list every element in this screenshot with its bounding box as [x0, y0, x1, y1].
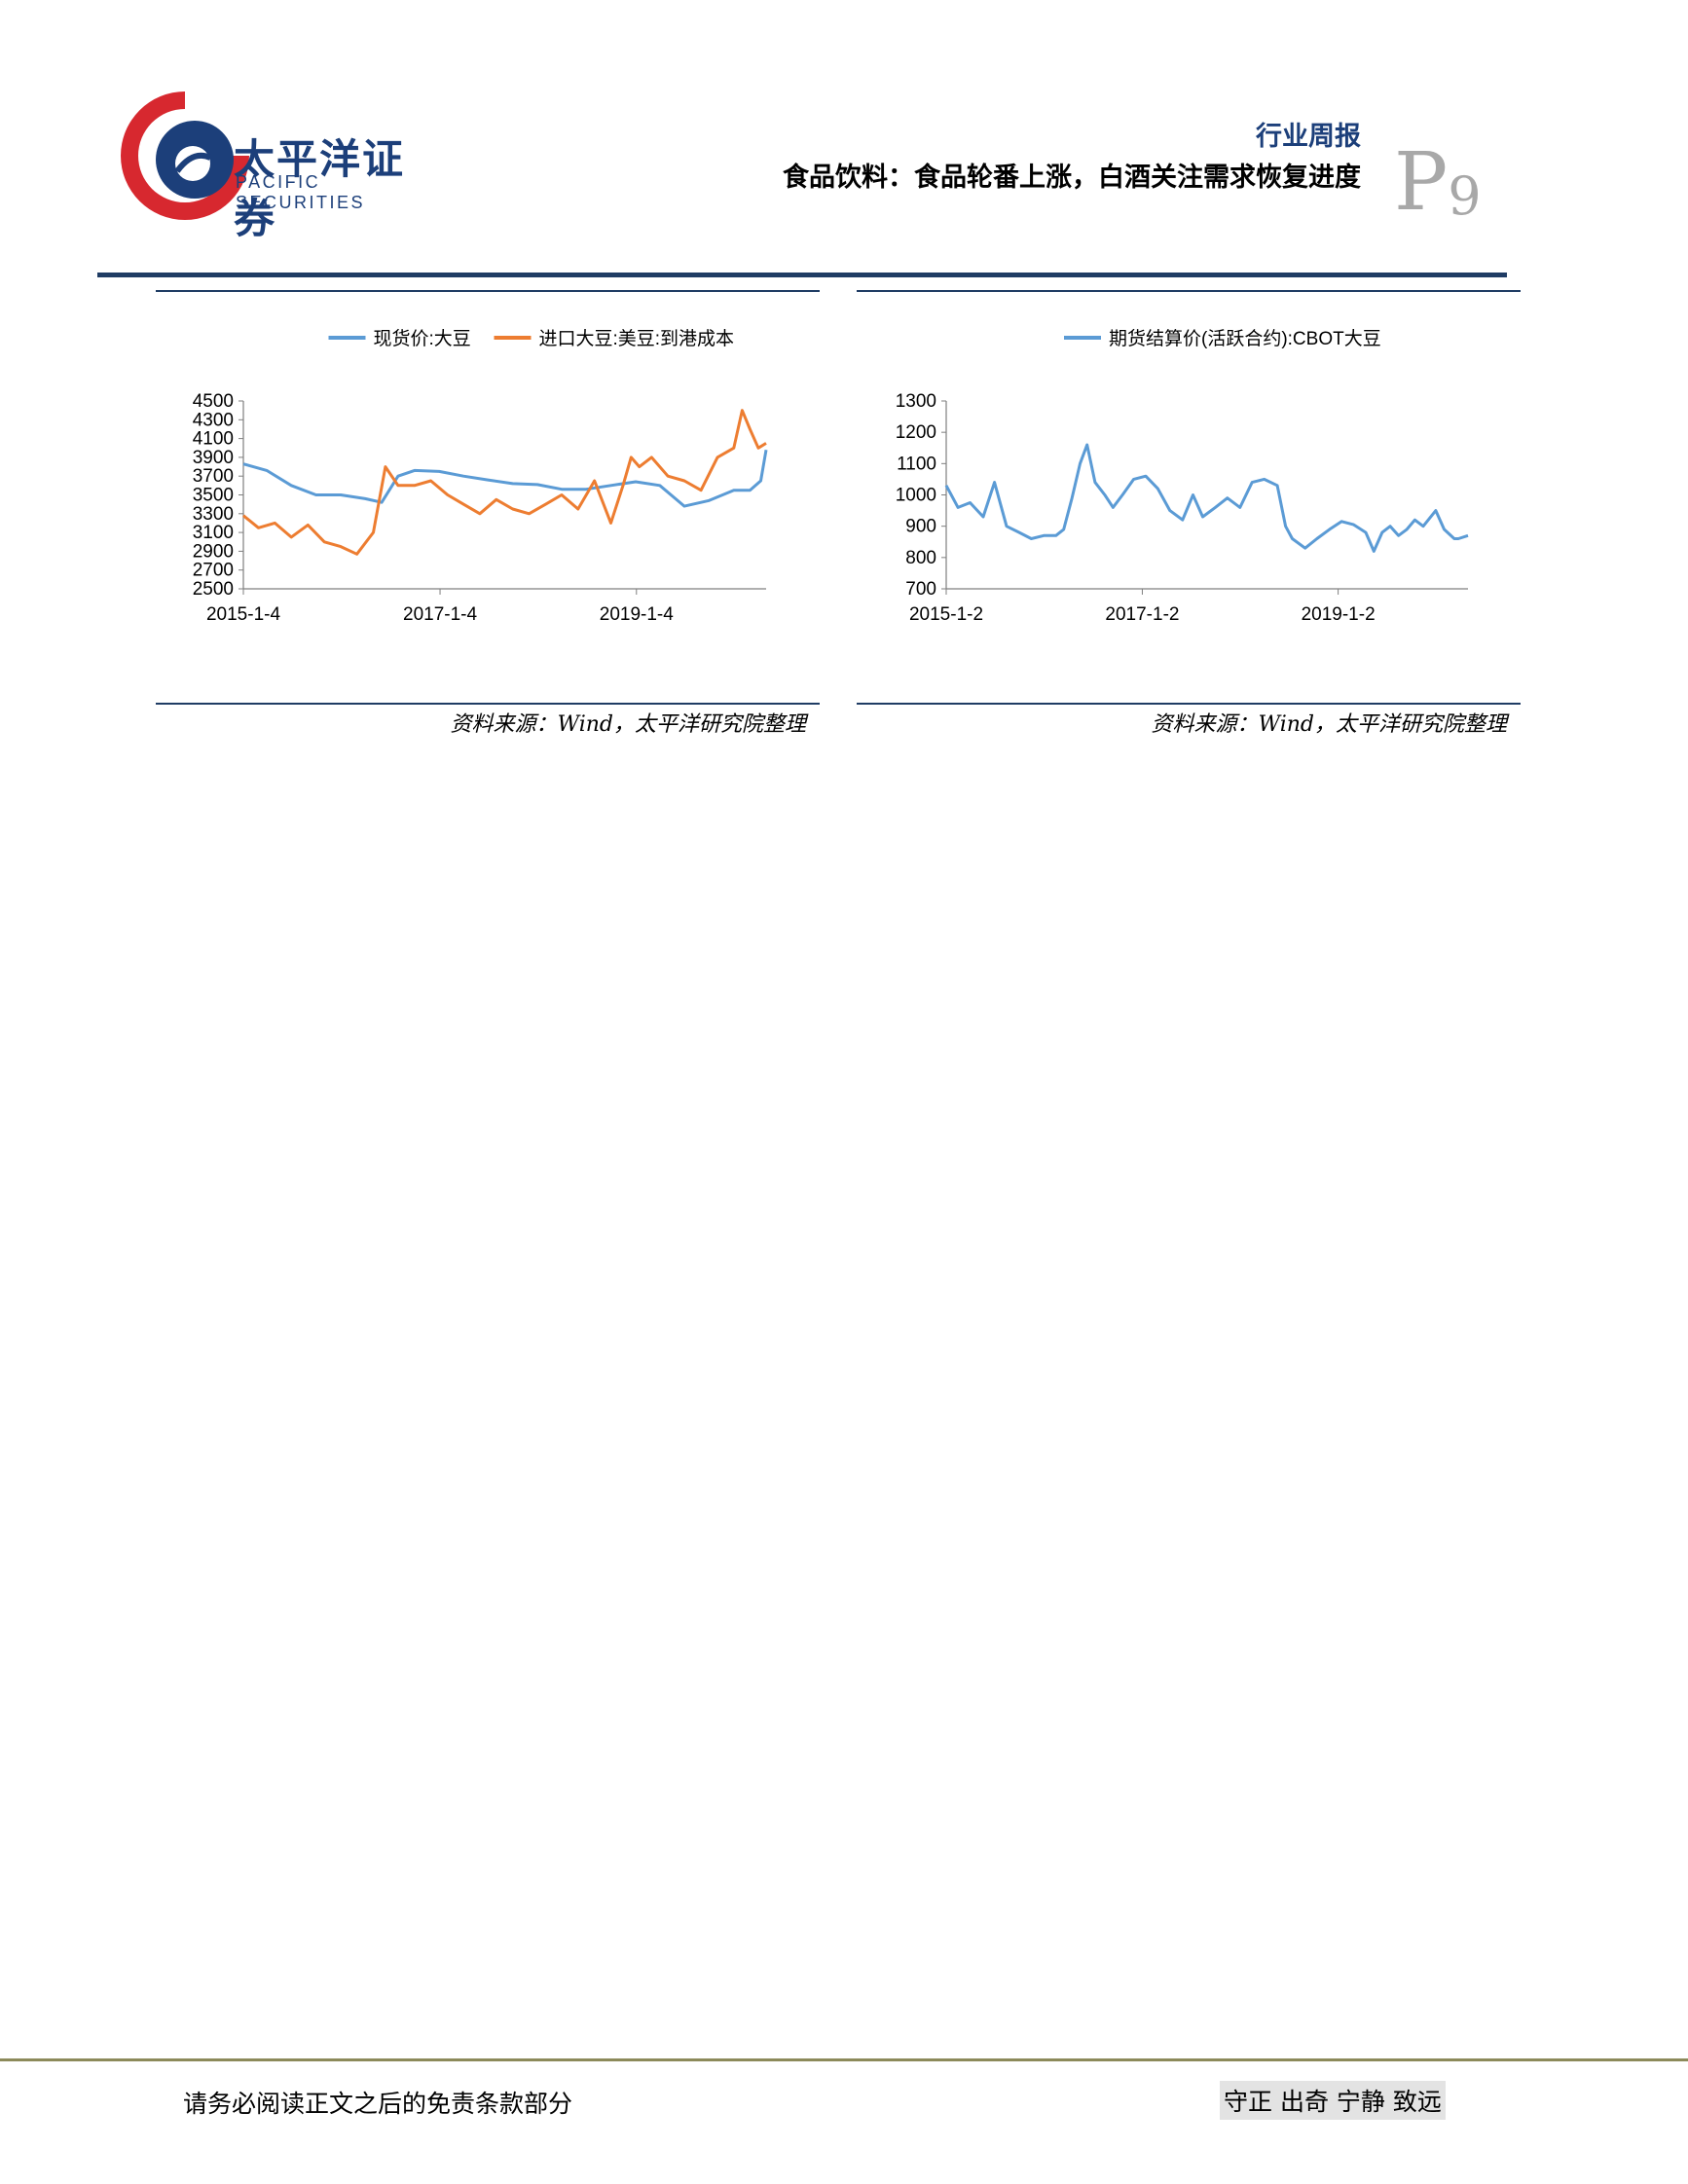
legend-label: 进口大豆:美豆:到港成本: [539, 328, 735, 349]
chart-2-top-rule: [857, 290, 1521, 292]
y-tick-label: 800: [905, 548, 936, 568]
y-tick-label: 4100: [193, 429, 234, 450]
y-tick-label: 4500: [193, 391, 234, 412]
y-tick-label: 1300: [896, 391, 936, 412]
chart-cbot-soybean-futures: 700 800 900 1000 1100 1200 1300 2015-1-2 2017-1-…: [896, 328, 1469, 625]
chart-1-source: 资料来源：Wind，太平洋研究院整理: [450, 712, 806, 737]
chart-1-top-rule: [156, 290, 820, 292]
logo-chinese-name: 太平洋证券: [234, 135, 406, 242]
series-line: [242, 409, 767, 556]
x-tick-label: 2017-1-4: [403, 604, 477, 625]
y-tick-label: 3300: [193, 504, 234, 525]
y-tick-label: 2900: [193, 541, 234, 562]
x-tick-label: 2017-1-2: [1105, 604, 1179, 625]
page-number: P9: [1394, 136, 1482, 234]
y-tick-label: 4300: [193, 410, 234, 430]
footer-divider: [0, 2058, 1688, 2061]
y-tick-label: 3500: [193, 486, 234, 506]
page-digit: 9: [1448, 165, 1482, 227]
y-tick-label: 900: [905, 517, 936, 537]
header-divider: [97, 273, 1507, 277]
logo-english-name: PACIFIC SECURITIES: [236, 172, 366, 212]
y-tick-label: 2700: [193, 561, 234, 581]
y-tick-label: 1200: [896, 422, 936, 443]
x-tick-label: 2015-1-4: [206, 604, 280, 625]
chart-2-source: 资料来源：Wind，太平洋研究院整理: [1151, 712, 1507, 737]
y-tick-label: 1000: [896, 486, 936, 506]
chart-soybean-spot-vs-import-cost: 2500270029003100330035003700390041004300…: [193, 328, 768, 625]
report-title: 食品饮料：食品轮番上涨，白酒关注需求恢复进度: [783, 163, 1361, 193]
y-tick-label: 3900: [193, 448, 234, 468]
report-type: 行业周报: [1256, 122, 1361, 152]
x-tick-label: 2015-1-2: [909, 604, 983, 625]
company-logo: 太平洋证券 PACIFIC SECURITIES: [117, 88, 438, 242]
y-tick-label: 3100: [193, 523, 234, 543]
legend-label: 期货结算价(活跃合约):CBOT大豆: [1109, 328, 1381, 349]
legend-label: 现货价:大豆: [374, 328, 471, 349]
y-tick-label: 3700: [193, 466, 234, 487]
chart-2-bottom-rule: [857, 703, 1521, 705]
page-letter: P: [1394, 136, 1449, 229]
series-line: [242, 449, 768, 508]
x-tick-label: 2019-1-2: [1302, 604, 1376, 625]
x-tick-label: 2019-1-4: [600, 604, 674, 625]
y-tick-label: 700: [905, 579, 936, 600]
company-slogan: 守正 出奇 宁静 致远: [1220, 2081, 1446, 2120]
series-line: [944, 443, 1469, 553]
chart-1-bottom-rule: [156, 703, 820, 705]
disclaimer-note: 请务必阅读正文之后的免责条款部分: [183, 2090, 573, 2118]
logo-emblem-icon: [121, 91, 249, 220]
y-tick-label: 2500: [193, 579, 234, 600]
y-tick-label: 1100: [897, 454, 936, 474]
